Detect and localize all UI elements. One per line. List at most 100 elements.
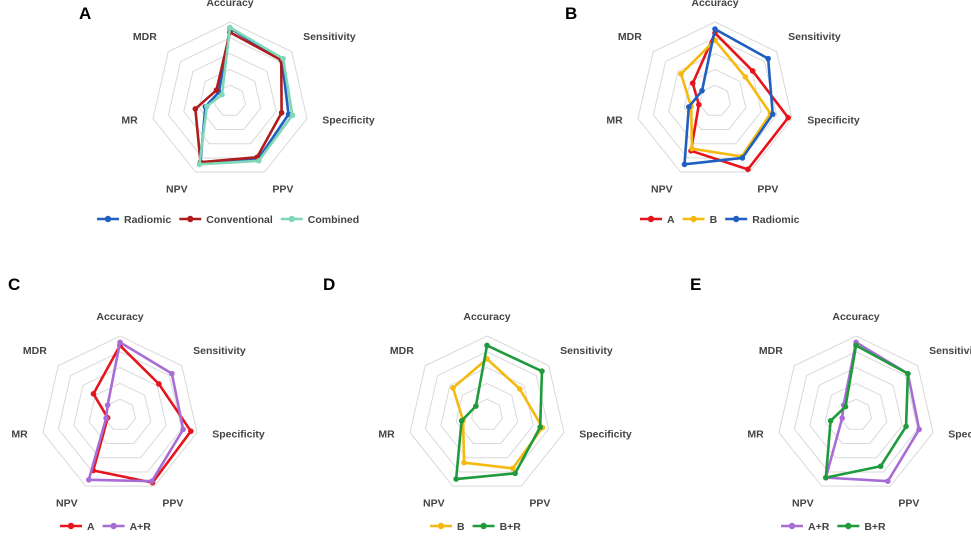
legend-swatch-marker (480, 522, 487, 530)
data-point (484, 342, 490, 349)
legend-swatch-marker (732, 215, 740, 223)
radar-panel-C: C Accuracy Sensitivity Specificity PPV NPV MR M… (8, 275, 265, 533)
data-point (823, 474, 829, 481)
legend: A B Radiomic (640, 214, 800, 226)
radar-panel-A: A Accuracy Sensitivity Specificity PPV NPV MR M… (79, 0, 375, 226)
axis-label-specificity: Specificity (322, 115, 375, 127)
data-point (117, 339, 123, 346)
series-line (824, 344, 910, 479)
data-point (169, 370, 175, 377)
data-point (678, 71, 684, 77)
axis-label-mdr: MDR (759, 345, 783, 357)
data-point (289, 112, 296, 119)
grid-ring (73, 367, 167, 459)
legend-swatch-marker (104, 215, 112, 223)
grid-ring (57, 351, 183, 473)
data-point (458, 418, 465, 424)
axis-label-accuracy: Accuracy (691, 0, 738, 9)
legend-label: A (87, 521, 95, 533)
axis-label-npv: NPV (651, 184, 673, 196)
legend-label: A+R (130, 521, 152, 533)
axis-label-specificity: Specificity (212, 429, 265, 441)
data-point (255, 157, 262, 164)
series-line (683, 27, 775, 166)
axis-label-sensitivity: Sensitivity (788, 31, 841, 43)
legend-swatch-marker (437, 522, 445, 530)
radar-panel-D: D Accuracy Sensitivity Specificity PPV NPV MR M… (323, 275, 632, 533)
legend: Radiomic Conventional Combined (97, 214, 359, 226)
data-point (765, 55, 771, 62)
axis-label-ppv: PPV (272, 184, 293, 196)
series-a-r (86, 339, 186, 484)
grid-ring (637, 21, 793, 173)
legend-swatch-marker (647, 215, 655, 223)
data-point (213, 87, 220, 93)
legend-label: B+R (500, 521, 522, 533)
panel-letter: A (79, 4, 91, 23)
data-point (739, 155, 746, 161)
axis-label-mr: MR (747, 429, 764, 441)
axis-label-mdr: MDR (390, 345, 414, 357)
data-point (537, 424, 543, 430)
data-point (539, 368, 545, 374)
legend-swatch-marker (187, 215, 194, 223)
data-point (280, 55, 286, 62)
axis-label-sensitivity: Sensitivity (929, 345, 971, 357)
legend-swatch-marker (690, 215, 697, 223)
legend-swatch-marker (288, 215, 295, 223)
data-point (689, 145, 695, 152)
legend-label: Combined (308, 214, 359, 226)
axis-label-npv: NPV (166, 184, 188, 196)
legend-label: B+R (864, 521, 886, 533)
axis-label-npv: NPV (56, 498, 78, 510)
axis-label-specificity: Specificity (948, 429, 971, 441)
legend-label: B (710, 214, 718, 226)
grid-ring (198, 68, 262, 130)
grid-ring (668, 53, 762, 145)
axis-label-ppv: PPV (162, 498, 183, 510)
series-line (198, 26, 294, 166)
legend-swatch-marker (67, 522, 75, 530)
data-point (785, 114, 791, 121)
series-line (679, 38, 772, 158)
panel-letter: D (323, 275, 335, 294)
legend-label: A (667, 214, 675, 226)
data-point (103, 415, 109, 421)
series-line (451, 357, 544, 470)
grid-ring (42, 335, 198, 487)
data-point (204, 103, 210, 110)
axis-label-npv: NPV (423, 498, 445, 510)
data-point (180, 426, 186, 433)
data-point (699, 87, 705, 94)
data-point (512, 470, 518, 477)
axis-label-accuracy: Accuracy (463, 311, 510, 323)
panel-letter: E (690, 275, 701, 294)
data-point (686, 104, 692, 110)
axis-label-ppv: PPV (757, 184, 778, 196)
series-b-r (453, 342, 545, 482)
legend-label: B (457, 521, 465, 533)
panel-letter: B (565, 4, 577, 23)
axis-label-mr: MR (606, 115, 623, 127)
legend-label: Radiomic (752, 214, 799, 226)
data-point (86, 476, 92, 483)
legend-label: A+R (808, 521, 830, 533)
data-point (461, 459, 467, 466)
series-radiomic (681, 26, 776, 168)
data-point (877, 463, 884, 470)
data-point (192, 106, 199, 112)
data-point (749, 68, 756, 74)
data-point (827, 418, 834, 424)
axis-label-mdr: MDR (618, 31, 642, 43)
data-point (839, 415, 845, 421)
data-point (227, 24, 233, 31)
series-b-r (823, 342, 911, 481)
grid-ring (424, 351, 550, 473)
grid-ring (152, 21, 308, 173)
data-point (712, 26, 718, 32)
data-point (853, 342, 859, 349)
data-point (450, 385, 456, 391)
grid-ring (183, 53, 277, 145)
axis-label-accuracy: Accuracy (832, 311, 879, 323)
data-point (905, 370, 911, 377)
